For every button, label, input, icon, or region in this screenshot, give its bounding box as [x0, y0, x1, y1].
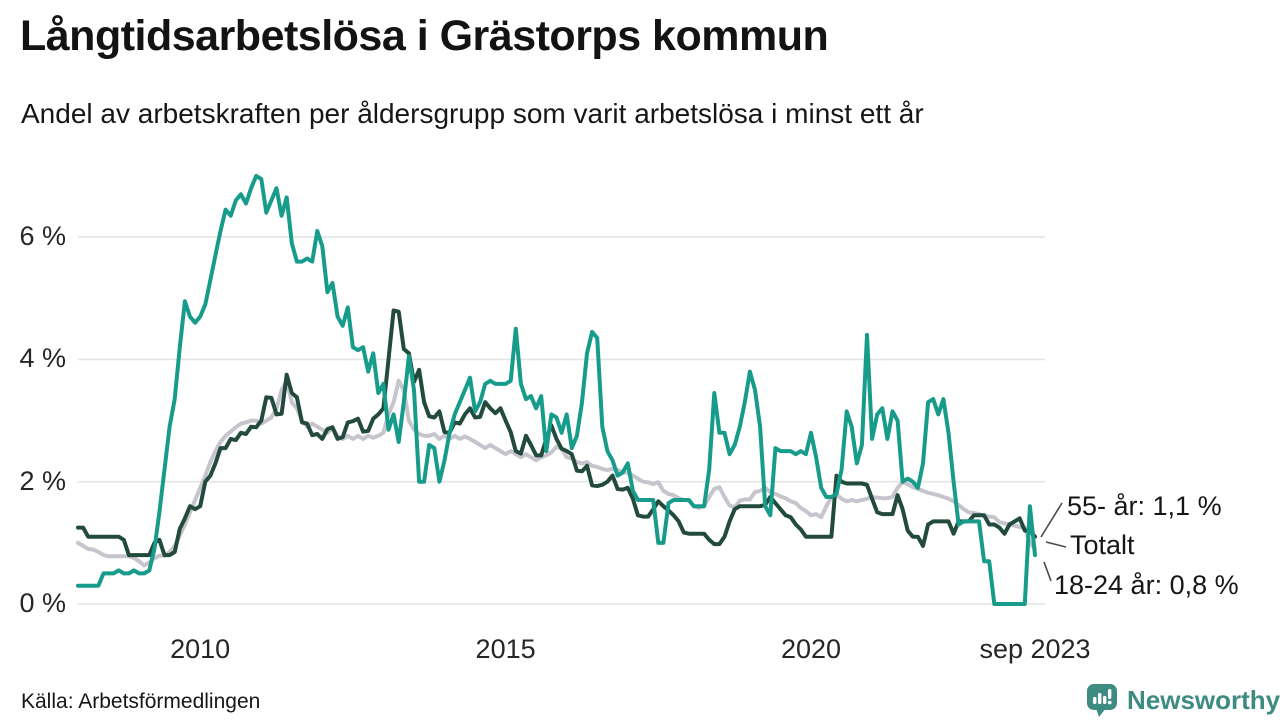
annotation-leader-line — [1043, 561, 1052, 582]
y-tick-label: 6 % — [19, 221, 66, 252]
chart-title: Långtidsarbetslösa i Grästorps kommun — [20, 12, 829, 60]
newsworthy-icon — [1087, 684, 1117, 717]
chart-subtitle: Andel av arbetskraften per åldersgrupp s… — [21, 98, 924, 129]
series-end-label: Totalt — [1070, 530, 1135, 560]
annotation-leader-line — [1045, 541, 1067, 548]
y-tick-label: 0 % — [19, 588, 66, 618]
brand-logo: Newsworthy — [1085, 682, 1280, 718]
x-tick-label: 2015 — [475, 634, 536, 664]
brand-name: Newsworthy — [1127, 684, 1280, 715]
annotation-leader-line — [1040, 502, 1063, 538]
y-tick-label: 4 % — [19, 343, 66, 374]
series-line-totalt — [76, 378, 1037, 568]
series-end-label: 18-24 år: 0,8 % — [1054, 570, 1239, 600]
series-end-label: 55- år: 1,1 % — [1067, 491, 1222, 521]
x-tick-label: sep 2023 — [979, 634, 1091, 664]
series-line-55-r — [76, 308, 1037, 558]
x-tick-label: 2020 — [780, 634, 842, 664]
series-line-18-24-r — [76, 173, 1037, 606]
y-tick-label: 2 % — [19, 465, 66, 496]
source-note: Källa: Arbetsförmedlingen — [21, 690, 261, 713]
x-tick-label: 2010 — [170, 634, 231, 664]
